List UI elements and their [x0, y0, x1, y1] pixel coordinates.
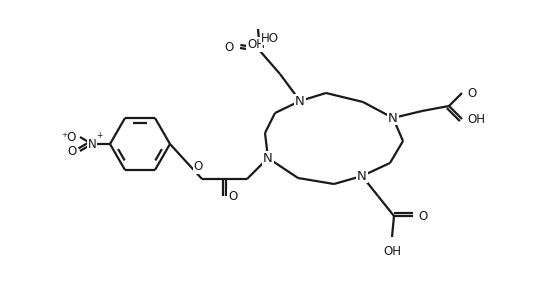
Text: OH: OH: [383, 245, 401, 258]
Text: N: N: [357, 170, 367, 182]
Text: N: N: [87, 137, 96, 151]
Text: O: O: [228, 189, 237, 203]
Text: OH: OH: [467, 113, 485, 125]
Text: O: O: [226, 42, 235, 54]
Text: O: O: [68, 144, 77, 158]
Text: ⁺O: ⁺O: [62, 130, 77, 144]
Text: O: O: [193, 160, 203, 173]
Text: HO: HO: [261, 32, 279, 45]
Text: O: O: [467, 87, 476, 99]
Text: O: O: [418, 210, 427, 222]
Text: OH: OH: [247, 38, 265, 51]
Text: N: N: [263, 151, 273, 165]
Text: N: N: [388, 111, 398, 125]
Text: O: O: [225, 40, 234, 54]
Text: N: N: [295, 95, 305, 107]
Text: +: +: [96, 131, 102, 140]
